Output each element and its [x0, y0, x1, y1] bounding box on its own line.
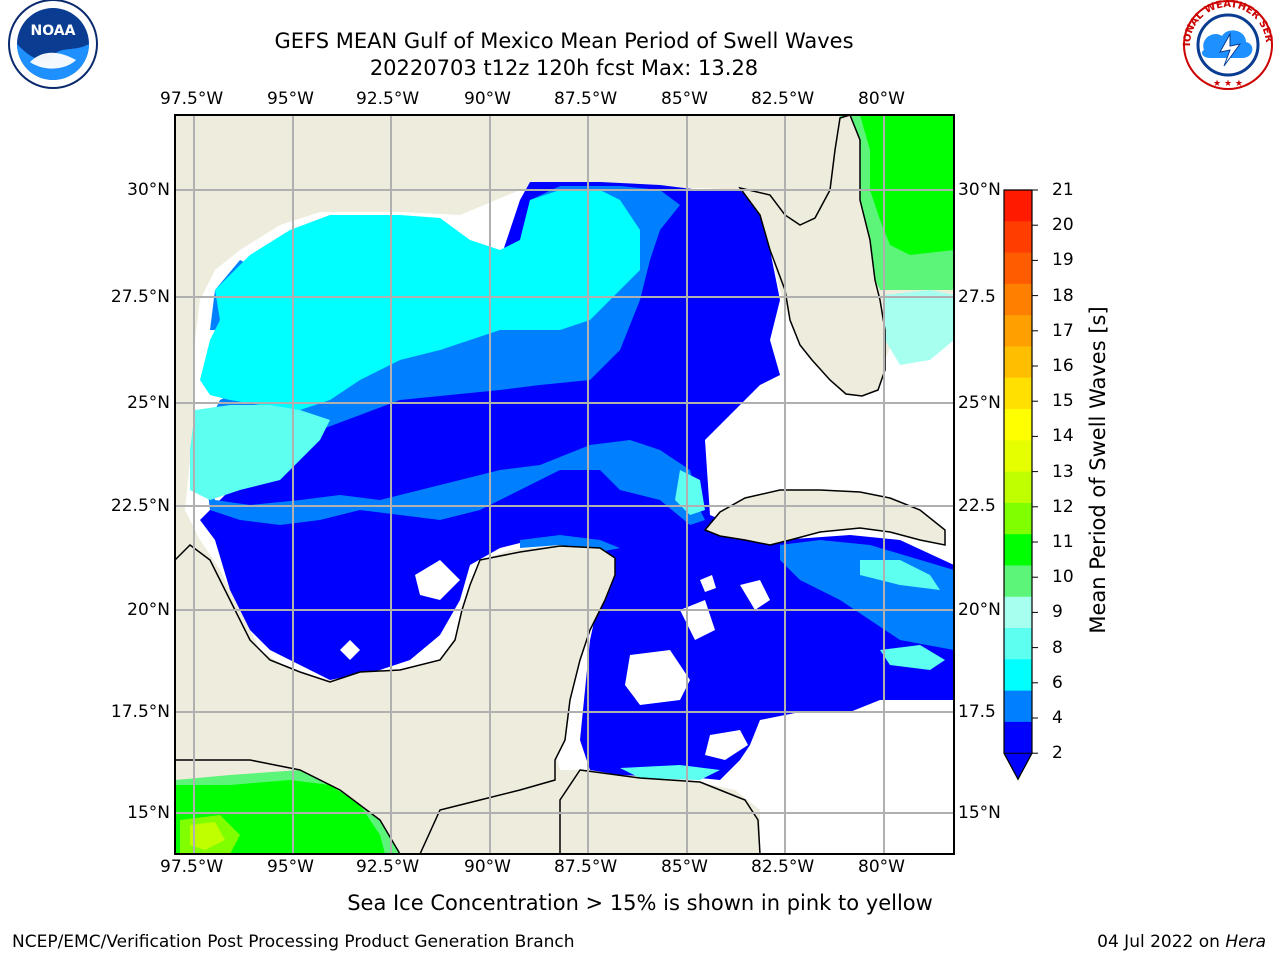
swell-zone-8s: [190, 405, 945, 780]
colorbar-tick-label: 10: [1052, 567, 1074, 588]
colorbar-swatch: [1004, 690, 1032, 723]
colorbar-tick-label: 19: [1052, 250, 1074, 271]
gridlines: [175, 115, 954, 854]
colorbar-tick-label: 4: [1052, 708, 1063, 728]
colorbar-tick-label: 15: [1052, 391, 1074, 412]
colorbar-tick-label: 14: [1052, 426, 1074, 447]
colorbar-swatch: [1004, 190, 1032, 222]
lon-label-bottom: 97.5°W: [160, 857, 224, 877]
lon-label-top: 82.5°W: [751, 89, 815, 109]
lat-label-left: 27.5°N: [110, 287, 170, 307]
colorbar-swatch: [1004, 377, 1032, 410]
colorbar-title: Mean Period of Swell Waves [s]: [1086, 306, 1110, 634]
lon-label-top: 80°W: [858, 89, 905, 109]
swell-zone-13s-pacific: [190, 822, 225, 850]
colorbar-swatch: [1004, 221, 1032, 254]
lon-label-bottom: 82.5°W: [751, 857, 815, 877]
lat-label-left: 20°N: [127, 600, 170, 620]
lon-label-bottom: 90°W: [464, 857, 511, 877]
chart-title: GEFS MEAN Gulf of Mexico Mean Period of …: [274, 29, 854, 53]
colorbar-swatch: [1004, 409, 1032, 441]
footer-date-text: 04 Jul 2022 on: [1097, 932, 1226, 952]
colorbar-swatch: [1004, 283, 1032, 316]
lat-label-right: 25°N: [958, 393, 1001, 413]
lon-label-bottom: 85°W: [661, 857, 708, 877]
colorbar-swatch: [1004, 534, 1032, 567]
colorbar-swatch: [1004, 502, 1032, 535]
lat-label-left: 15°N: [127, 803, 170, 823]
lat-label-right: 17.5: [958, 702, 996, 722]
map-area: [175, 115, 954, 854]
colorbar-outline: [1003, 189, 1033, 781]
lon-label-top: 95°W: [267, 89, 314, 109]
lon-label-bottom: 87.5°W: [554, 857, 618, 877]
colorbar-swatch: [1004, 565, 1032, 598]
lat-label-right: 22.5: [958, 496, 996, 516]
colorbar-tick-label: 9: [1052, 602, 1063, 623]
lat-label-right: 20°N: [958, 600, 1001, 620]
lat-label-left: 17.5°N: [110, 702, 170, 722]
colorbar-tick-label: 8: [1052, 637, 1063, 658]
nws-logo: NATIONAL WEATHER SERVICE ★ ★ ★: [0, 0, 1274, 90]
colorbar-tick-label: 6: [1052, 672, 1063, 693]
colorbar-swatch: [1004, 628, 1032, 660]
lat-label-left: 22.5°N: [110, 496, 170, 516]
lon-label-top: 90°W: [464, 89, 511, 109]
map-frame: [174, 114, 955, 855]
lon-label-bottom: 92.5°W: [356, 857, 420, 877]
colorbar-tick-label: 20: [1052, 215, 1074, 236]
lat-label-left: 30°N: [127, 180, 170, 200]
colorbar-tick-label: 18: [1052, 285, 1074, 306]
noaa-logo-text: NOAA: [31, 23, 76, 39]
colorbar-tick-label: 12: [1052, 496, 1074, 517]
colorbar-tick-label: 17: [1052, 320, 1074, 341]
swell-zone-9s: [885, 290, 954, 365]
noaa-logo: NOAA: [8, 0, 98, 89]
colorbar-tick-label: 11: [1052, 532, 1074, 552]
chart-subtitle: 20220703 t12z 120h fcst Max: 13.28: [369, 56, 759, 80]
colorbar-tick-label: 13: [1052, 461, 1074, 482]
lon-label-top: 85°W: [661, 89, 708, 109]
footer-credit: NCEP/EMC/Verification Post Processing Pr…: [12, 932, 575, 952]
footer-machine: Hera: [1225, 932, 1266, 952]
lon-label-bottom: 95°W: [267, 857, 314, 877]
lon-label-top: 97.5°W: [160, 89, 224, 109]
sea-ice-caption: Sea Ice Concentration > 15% is shown in …: [347, 891, 933, 915]
lon-label-bottom: 80°W: [858, 857, 905, 877]
colorbar-swatch: [1004, 721, 1032, 754]
swell-zone-2s: [200, 182, 954, 780]
colorbar-tick-label: 21: [1052, 180, 1074, 200]
colorbar-swatch: [1004, 659, 1032, 692]
lon-label-top: 92.5°W: [356, 89, 420, 109]
colorbar-swatch: [1004, 440, 1032, 473]
lat-label-right: 27.5: [958, 287, 996, 307]
colorbar-tick-label: 2: [1052, 743, 1063, 764]
lat-label-right: 30°N: [958, 180, 1001, 200]
colorbar-swatch: [1004, 252, 1032, 285]
swell-zone-6s: [200, 190, 640, 410]
colorbar-swatch: [1004, 315, 1032, 348]
colorbar-swatch: [1004, 471, 1032, 504]
colorbar-swatch: [1004, 596, 1032, 629]
colorbar: [1003, 189, 1038, 781]
masked-patches: [340, 465, 954, 760]
lat-label-left: 25°N: [127, 393, 170, 413]
lat-label-right: 15°N: [958, 803, 1001, 823]
svg-text:★ ★ ★: ★ ★ ★: [1213, 79, 1243, 89]
lon-label-top: 87.5°W: [554, 89, 618, 109]
colorbar-swatch: [1004, 346, 1032, 379]
footer-date: 04 Jul 2022 on Hera: [1097, 932, 1266, 952]
colorbar-extend-arrow: [1003, 752, 1033, 781]
nws-logo-text: NATIONAL WEATHER SERVICE: [0, 0, 1274, 46]
colorbar-tick-label: 16: [1052, 356, 1074, 376]
